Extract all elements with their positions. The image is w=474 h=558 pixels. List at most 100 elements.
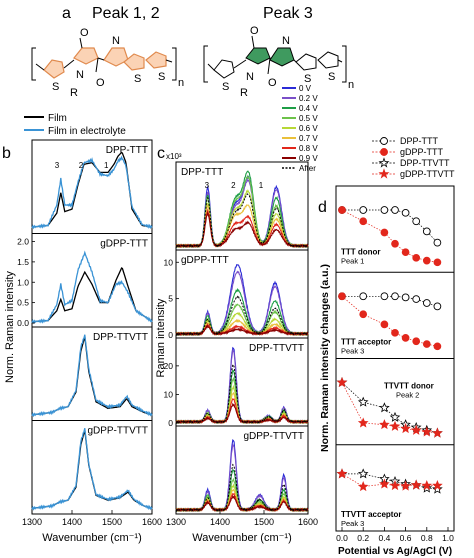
panel-d-point xyxy=(422,227,431,236)
panel-c-subplot-title: DPP-TTVTT xyxy=(249,343,304,354)
atom-s-1: S xyxy=(52,81,59,93)
panel-d-point xyxy=(380,206,389,214)
panel-c-subplot-title: DPP-TTT xyxy=(181,167,223,178)
legend-c-label-6: 0.8 V xyxy=(299,144,318,153)
panel-d-x-tick-label: 0.2 xyxy=(357,533,369,543)
panel-b-x-tick-label: 1600 xyxy=(142,517,162,527)
panel-b-x-tick-label: 1300 xyxy=(22,517,42,527)
legend-b-label-1: Film in electrolyte xyxy=(48,126,126,137)
panel-b-x-tick-label: 1400 xyxy=(62,517,82,527)
panel-b-y-tick-label: 0.5 xyxy=(17,298,29,308)
panel-d-annotation: TTVTT donor xyxy=(384,382,434,391)
panel-d-ylabel: Norm. Raman intensity changes (a.u.) xyxy=(319,264,331,452)
legend-d-marker-star-open xyxy=(378,157,390,168)
panel-c-peak-label: 1 xyxy=(259,181,264,190)
panel-c-x-tick-label: 1600 xyxy=(298,517,318,527)
structure-dpp-ttt-highlighted xyxy=(31,37,177,81)
panel-b-x-tick-label: 1500 xyxy=(102,517,122,527)
panel-d-peak-label: Peak 3 xyxy=(341,519,364,528)
panel-c-series-line xyxy=(175,363,309,424)
panel-d-annotation: TTT donor xyxy=(341,247,381,256)
panel-d-point xyxy=(379,478,390,489)
panel-d-point xyxy=(401,248,410,257)
panel-c-series-line xyxy=(175,346,309,425)
panel-d-point xyxy=(432,427,443,438)
panel-d-peak-label: Peak 3 xyxy=(341,347,364,356)
panel-c-xlabel: Wavenumber (cm⁻¹) xyxy=(192,532,292,544)
panel-b-subplot-title: gDPP-TTVTT xyxy=(87,426,148,437)
panel-d-point xyxy=(389,480,401,491)
panel-d-point xyxy=(391,239,399,248)
structure-dpp-ttt-core xyxy=(203,35,347,83)
panel-b-series-line xyxy=(31,429,153,510)
panel-b-y-tick-label: 1.5 xyxy=(17,257,29,267)
panel-d-point xyxy=(379,402,390,413)
panel-b-series-line xyxy=(31,336,153,416)
panel-d-point xyxy=(433,302,442,311)
panel-d-series-line xyxy=(341,209,438,263)
panel-c-series-line xyxy=(175,193,309,248)
panel-d-point xyxy=(421,480,433,491)
panel-b-letter: b xyxy=(2,145,11,162)
panel-a: a Peak 1, 2 Peak 3 S O N N O R S S n xyxy=(31,5,354,99)
legend-d: DPP-TTT gDPP-TTT DPP-TTVTT gDPP-TTVTT xyxy=(372,136,455,179)
panel-d-point xyxy=(336,468,348,479)
panel-c-subplot-title: gDPP-TTT xyxy=(181,255,229,266)
panel-d-point xyxy=(432,483,443,494)
atom-o-4: O xyxy=(268,77,277,89)
atom-n-2: N xyxy=(76,69,84,81)
panel-c-series-line xyxy=(175,348,309,425)
legend-c-label-4: 0.6 V xyxy=(299,124,318,133)
panel-d-point xyxy=(412,295,421,303)
panel-b-series-line xyxy=(31,155,153,230)
panel-d-point xyxy=(422,299,431,307)
repeat-n-2: n xyxy=(348,79,354,91)
legend-d-marker-star-filled xyxy=(378,168,390,179)
atom-r-1: R xyxy=(70,87,78,99)
legend-c-label-3: 0.5 V xyxy=(299,114,318,123)
panel-a-letter: a xyxy=(62,5,71,22)
panel-d-point xyxy=(401,293,410,302)
panel-d-point xyxy=(433,258,442,267)
panel-a-label-left: Peak 1, 2 xyxy=(92,5,160,22)
legend-c-label-2: 0.4 V xyxy=(299,104,318,113)
panel-d-point xyxy=(380,320,389,329)
panel-b-y-tick-label: 0.0 xyxy=(17,318,29,328)
panel-c-series-line xyxy=(175,463,309,512)
panel-d-point xyxy=(338,292,346,301)
legend-c-label-0: 0 V xyxy=(299,84,312,93)
panel-d-point xyxy=(389,420,401,431)
atom-s-2: S xyxy=(134,73,141,85)
panel-c-peak-label: 2 xyxy=(231,181,236,190)
panel-c-scale: x10³ xyxy=(166,152,182,161)
panel-c-y-tick-label: 20 xyxy=(164,361,174,371)
panel-b-peak-label: 1 xyxy=(104,161,109,170)
panel-b-subplot-title: gDPP-TTT xyxy=(100,239,148,250)
panel-d-point xyxy=(357,468,369,479)
legend-b: Film Film in electrolyte xyxy=(24,113,126,137)
panel-b-series-line xyxy=(31,334,153,418)
panel-c-plots: DPP-TTT 3 2 1 gDPP-TTT 0 5 10 DPP-TTVTT 0 10 20 gDPP… xyxy=(164,167,309,513)
atom-o-1: O xyxy=(80,27,89,39)
panel-d-point xyxy=(401,208,410,217)
panel-d-x-ticks: 0.0 0.2 0.4 0.6 0.8 1.0 xyxy=(336,527,454,543)
panel-c: x10³ DPP-TTT 3 2 1 gDPP-TTT 0 5 10 DPP-TTVTT 0 10 2… xyxy=(155,152,318,544)
panel-a-label-right: Peak 3 xyxy=(263,5,313,22)
legend-d-label-2: DPP-TTVTT xyxy=(400,158,450,168)
panel-c-y-tick-label: 5 xyxy=(168,294,173,304)
panel-d-point xyxy=(379,419,390,430)
panel-d-point xyxy=(357,396,369,407)
panel-b-peak-label: 2 xyxy=(79,161,84,170)
panel-c-x-ticks: 1300 1400 1500 1600 xyxy=(166,510,318,527)
panel-b-series-line xyxy=(31,250,153,325)
panel-b-series-line xyxy=(31,428,153,511)
legend-c-label-7: 0.9 V xyxy=(299,154,318,163)
panel-d-point xyxy=(410,479,422,490)
panel-b-y-tick-label: 1.0 xyxy=(17,277,29,287)
panel-b-x-ticks: 1300 1400 1500 1600 xyxy=(22,510,162,527)
panel-d-x-tick-label: 1.0 xyxy=(442,533,454,543)
panel-d-point xyxy=(410,424,422,435)
panel-c-series-line xyxy=(175,376,309,425)
panel-d-point xyxy=(433,342,442,351)
